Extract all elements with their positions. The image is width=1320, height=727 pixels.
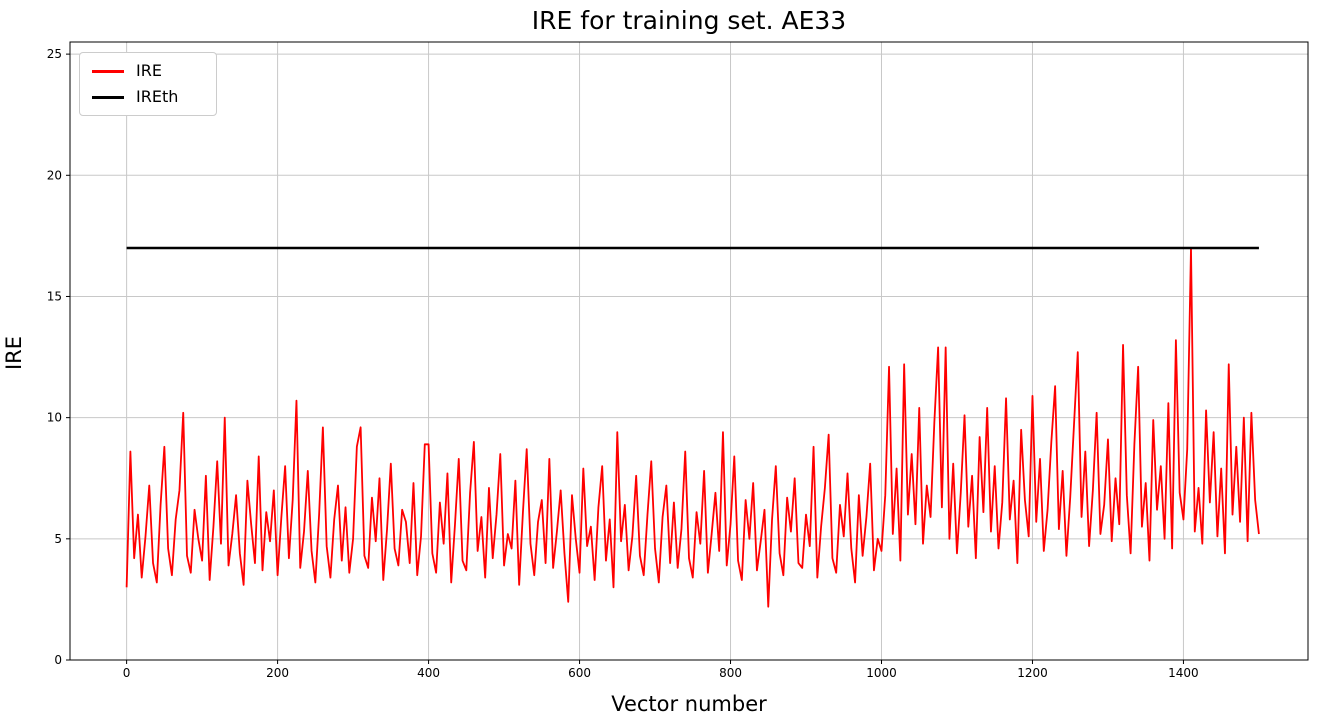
chart-title: IRE for training set. AE33 (531, 6, 847, 35)
legend[interactable]: IRE IREth (79, 52, 217, 116)
y-tick-label: 10 (47, 411, 62, 425)
legend-item-ireth: IREth (92, 89, 202, 105)
y-tick-label: 20 (47, 168, 62, 182)
y-tick-label: 25 (47, 47, 62, 61)
x-axis-label: Vector number (611, 692, 767, 716)
y-axis-label: IRE (2, 335, 26, 371)
x-tick-label: 1200 (1017, 666, 1048, 680)
legend-item-ire: IRE (92, 63, 202, 79)
x-tick-label: 1400 (1168, 666, 1199, 680)
legend-label-ire: IRE (136, 61, 162, 80)
axes-spines (69, 41, 1309, 661)
legend-line-swatch-ire (92, 69, 124, 73)
x-tick-label: 200 (266, 666, 289, 680)
legend-line-swatch-ireth (92, 95, 124, 99)
series-line-ire (125, 247, 1260, 608)
y-tick-label: 5 (54, 532, 62, 546)
x-tick-label: 400 (417, 666, 440, 680)
x-tick-label: 800 (719, 666, 742, 680)
y-tick-label: 15 (47, 289, 62, 303)
x-tick-label: 1000 (866, 666, 897, 680)
y-tick-label: 0 (54, 653, 62, 667)
x-tick-label: 600 (568, 666, 591, 680)
x-tick-label: 0 (123, 666, 131, 680)
legend-label-ireth: IREth (136, 87, 179, 106)
